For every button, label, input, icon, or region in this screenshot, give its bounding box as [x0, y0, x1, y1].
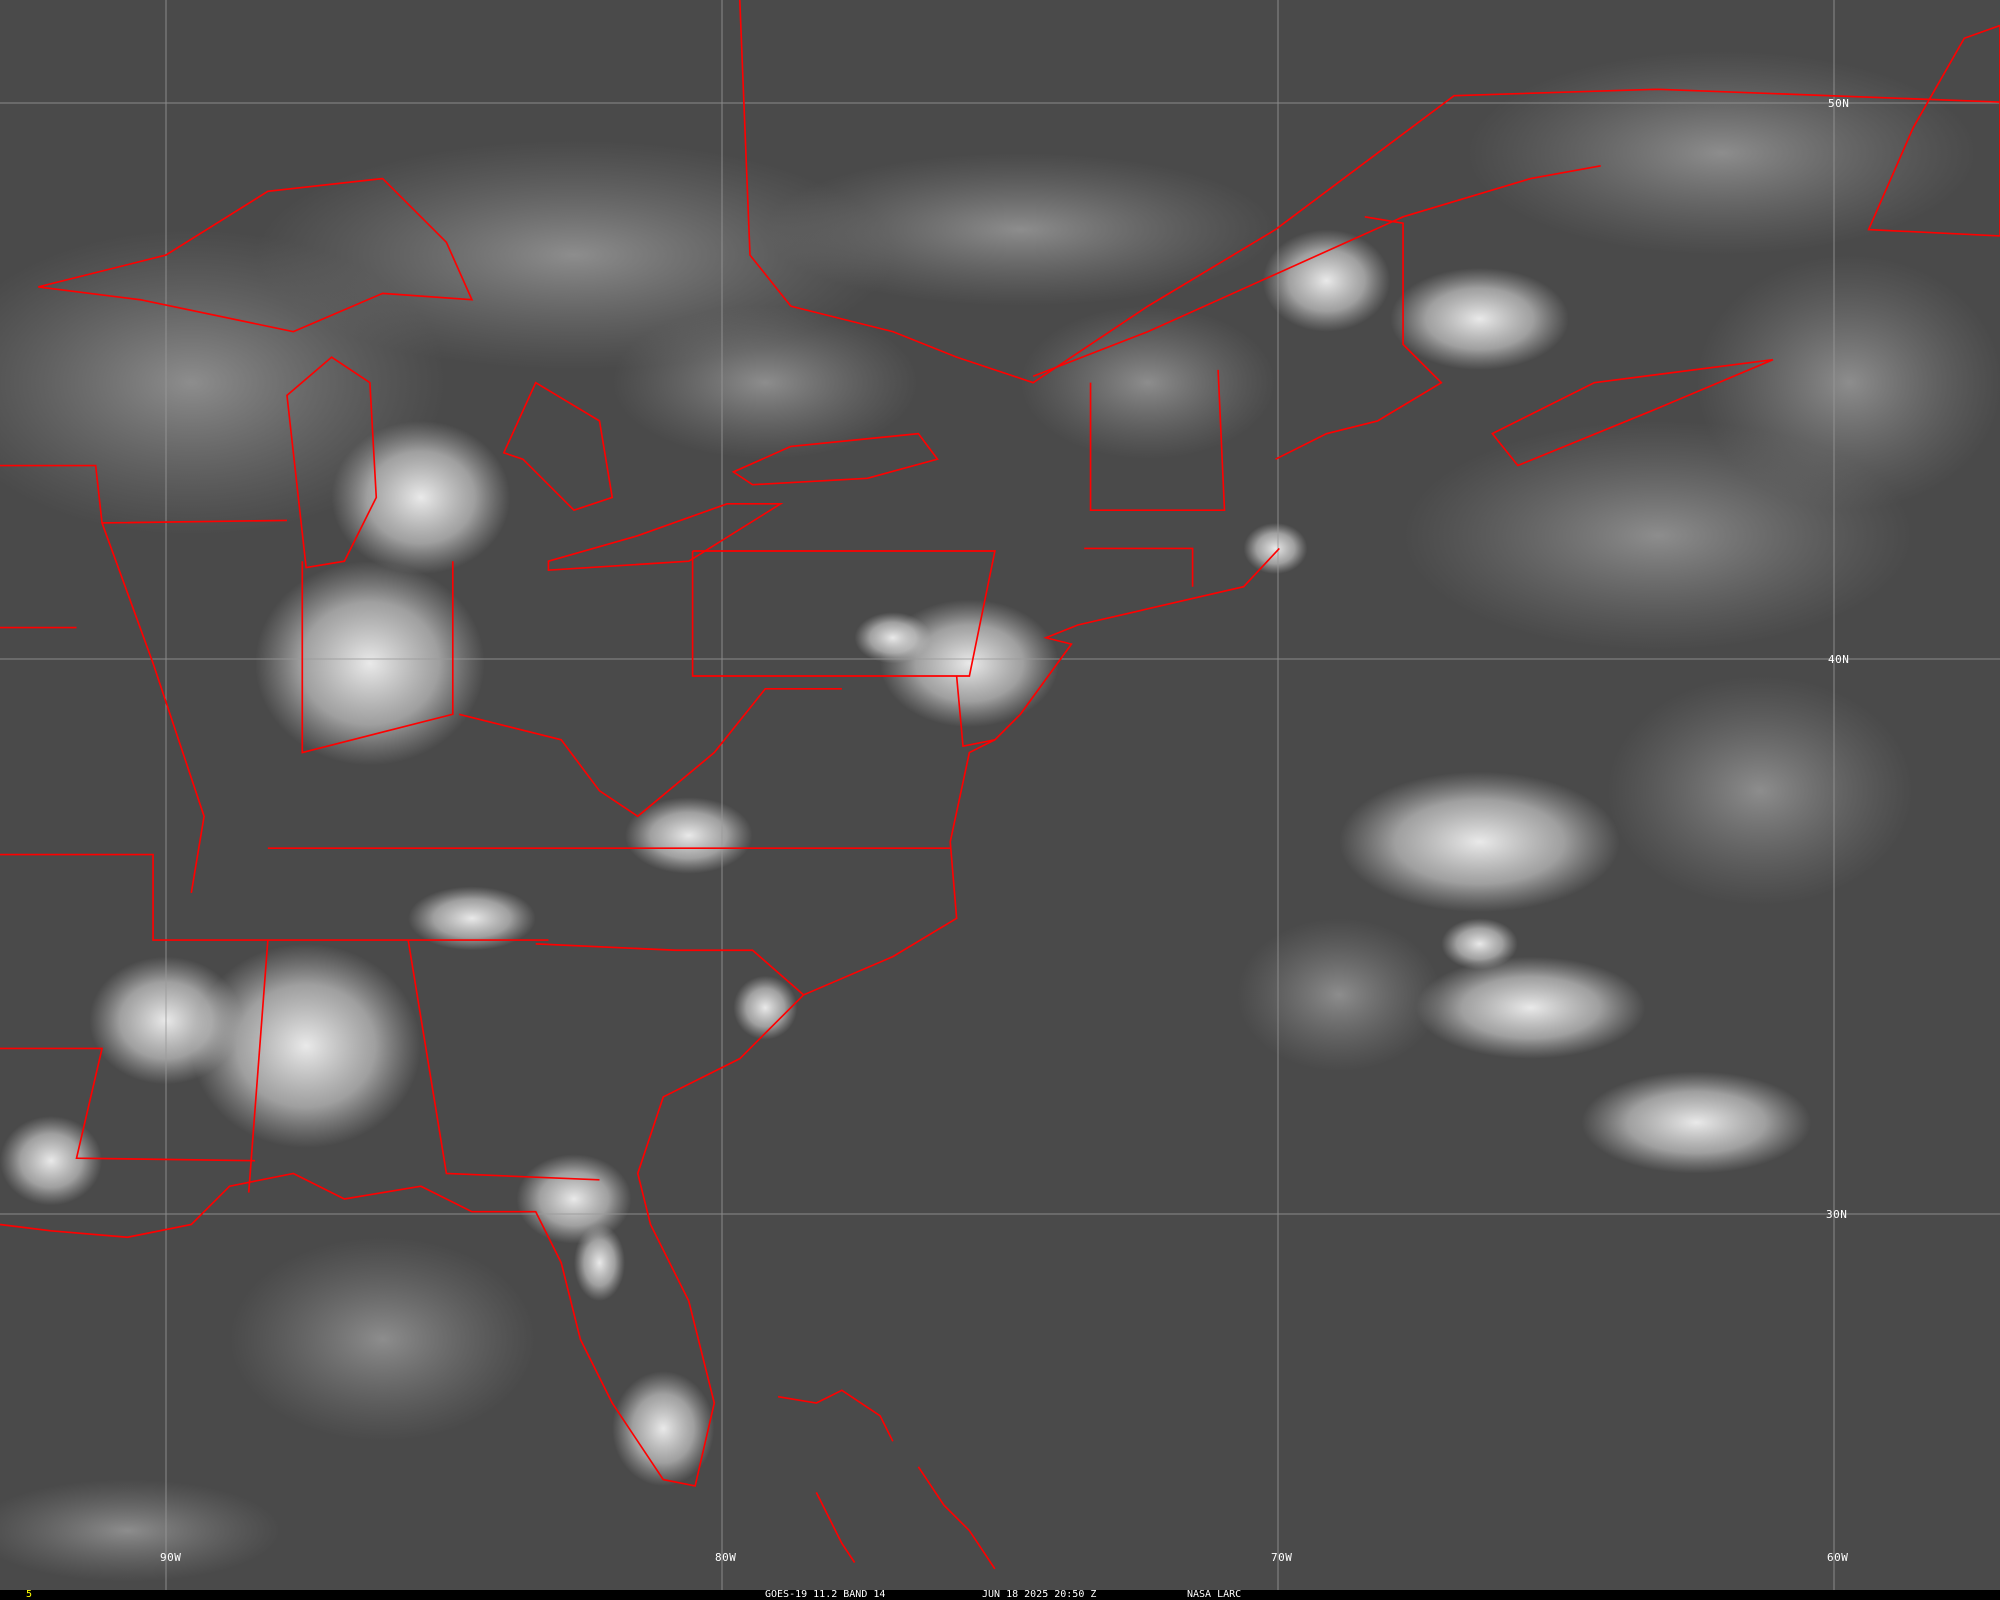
product-label: GOES-19 11.2 BAND 14: [765, 1589, 886, 1600]
cloud: [229, 1237, 536, 1442]
lon-label-90w: 90W: [160, 1551, 182, 1564]
bahamas: [917, 1466, 996, 1570]
canada-border: [738, 0, 2000, 384]
lake-superior: [38, 177, 474, 333]
cloud: [612, 306, 919, 460]
cloud: [854, 612, 932, 664]
cloud: [516, 1154, 632, 1244]
cloud: [765, 153, 1276, 307]
state-line: [301, 561, 454, 754]
newfoundland: [1867, 24, 2000, 237]
state-line: [0, 853, 549, 941]
cloud: [331, 420, 511, 574]
cloud: [1607, 676, 1914, 906]
state-line: [955, 675, 996, 748]
datetime-label: JUN 18 2025 20:50 Z: [982, 1589, 1097, 1600]
cloud: [733, 975, 798, 1040]
cloud: [1020, 306, 1276, 460]
cloud: [0, 1479, 281, 1582]
lat-label-50n: 50N: [1828, 97, 1850, 110]
cloud: [1415, 956, 1646, 1059]
state-line: [1084, 547, 1194, 587]
cloud-layer: [0, 51, 2000, 1582]
state-line: [407, 939, 600, 1181]
state-line: [101, 522, 205, 893]
caption-bar: 5 GOES-19 11.2 BAND 14 JUN 18 2025 20:50…: [0, 1590, 2000, 1600]
state-line: [535, 943, 805, 996]
lake-ontario: [731, 432, 939, 486]
bahamas: [815, 1491, 856, 1563]
cloud: [1243, 522, 1308, 574]
cloud: [1696, 255, 2000, 511]
cloud: [255, 561, 485, 766]
cloud: [624, 797, 753, 874]
us-east-coastline: [0, 547, 1280, 1487]
cloud: [1339, 771, 1620, 912]
cloud: [612, 1371, 715, 1486]
cloud: [573, 1224, 625, 1302]
cloud: [1466, 51, 1978, 256]
credit-label: NASA LARC: [1187, 1589, 1242, 1600]
nova-scotia: [1491, 358, 1774, 467]
state-line: [1089, 369, 1226, 512]
lon-label-80w: 80W: [715, 1551, 737, 1564]
frame-number: 5: [26, 1589, 33, 1600]
lat-label-30n: 30N: [1826, 1208, 1848, 1221]
canada-coast: [1275, 216, 1443, 460]
state-line: [458, 687, 842, 818]
st-lawrence: [1032, 164, 1601, 378]
lake-erie: [547, 502, 784, 572]
lake-michigan: [286, 356, 378, 569]
cloud: [1441, 918, 1518, 970]
lon-label-60w: 60W: [1827, 1551, 1849, 1564]
cloud: [1262, 229, 1391, 332]
cloud: [0, 1116, 103, 1206]
lon-label-70w: 70W: [1271, 1551, 1293, 1564]
cloud: [408, 886, 536, 951]
cloud: [191, 943, 421, 1148]
state-line: [0, 464, 287, 524]
state-line: [0, 1047, 256, 1162]
lake-huron: [502, 381, 614, 512]
cloud: [1581, 1071, 1812, 1174]
state-line: [247, 939, 269, 1193]
cloud: [1237, 918, 1442, 1072]
lat-label-40n: 40N: [1828, 653, 1850, 666]
state-line: [691, 550, 996, 677]
cloud: [1390, 267, 1569, 370]
bahamas: [777, 1389, 894, 1442]
